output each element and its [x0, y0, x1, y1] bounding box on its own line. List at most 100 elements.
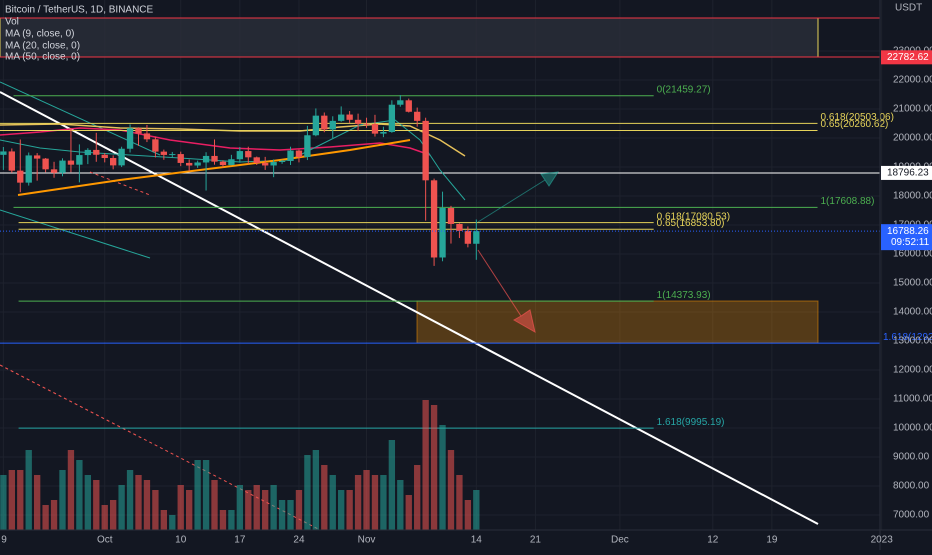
- volume-bar: [169, 515, 176, 530]
- candle-body: [84, 149, 91, 156]
- indicator: MA (50, close, 0): [5, 52, 80, 63]
- volume-bar: [304, 455, 311, 530]
- candle-body: [456, 223, 463, 231]
- candle-body: [236, 151, 244, 160]
- candle-body: [33, 155, 41, 159]
- volume-bar: [312, 450, 320, 530]
- candle-body: [202, 155, 210, 163]
- volume-bar: [84, 475, 91, 530]
- volume-bar: [397, 480, 404, 530]
- grid: [0, 0, 883, 530]
- candle-body: [380, 132, 387, 134]
- volume-bar: [321, 465, 328, 530]
- x-tick-label: 14: [471, 535, 483, 546]
- candle-body: [304, 135, 311, 158]
- x-tick-label: 2023: [871, 535, 894, 546]
- candle-body: [371, 124, 379, 134]
- candle-body: [270, 162, 277, 166]
- volume-bar: [17, 470, 24, 530]
- volume-bar: [346, 490, 353, 530]
- candle-body: [135, 128, 142, 134]
- volume-bar: [473, 490, 480, 530]
- candle-body: [439, 208, 446, 258]
- candle-body: [25, 155, 32, 183]
- fib-label: 1(17608.88): [821, 196, 875, 207]
- candle-body: [17, 170, 24, 183]
- indicator: Vol: [5, 17, 19, 28]
- volume-bar: [380, 475, 387, 530]
- candle-body: [405, 100, 412, 112]
- fib-label: 1(14373.93): [657, 290, 711, 301]
- candle-body: [363, 123, 370, 125]
- arrow: [477, 171, 559, 223]
- trend-line: [0, 81, 161, 156]
- x-tick-label: 21: [530, 535, 542, 546]
- x-tick-label: Oct: [97, 535, 113, 546]
- candle-body: [321, 115, 328, 130]
- volume-bar: [430, 405, 438, 530]
- candle-body: [262, 162, 269, 166]
- fib-label: 0.618(17080.53): [657, 211, 730, 222]
- candle-body: [143, 133, 151, 140]
- volume-bar: [42, 505, 49, 530]
- candle-body: [194, 162, 201, 166]
- y-tick-label: 21000.00: [893, 104, 932, 115]
- indicator: MA (9, close, 0): [5, 29, 74, 40]
- volume-bar: [126, 470, 134, 530]
- y-tick-label: 16000.00: [893, 249, 932, 260]
- fib-label: 0.65(20260.62): [821, 119, 889, 130]
- indicator: MA (20, close, 0): [5, 41, 80, 52]
- volume-bar: [67, 450, 75, 530]
- candle-body: [211, 155, 218, 162]
- y-tick-label: 15000.00: [893, 278, 932, 289]
- candle-body: [67, 160, 75, 165]
- volume-bar: [25, 450, 32, 530]
- candle-body: [118, 148, 125, 166]
- target-zone: [416, 300, 819, 344]
- volume-bar: [236, 485, 244, 530]
- volume-bar: [33, 475, 41, 530]
- candle-body: [422, 120, 429, 181]
- volume-bar: [59, 470, 66, 530]
- y-tick-label: 13000.00: [893, 336, 932, 347]
- volume-bar: [270, 485, 277, 530]
- candle-body: [278, 160, 286, 163]
- volume-bar: [110, 500, 117, 530]
- volume-bar: [388, 440, 396, 530]
- candle-body: [186, 162, 193, 166]
- price-tag: [881, 224, 932, 251]
- y-tick-label: 22000.00: [893, 75, 932, 86]
- volume-bar: [219, 510, 227, 530]
- candle-body: [110, 158, 117, 166]
- volume-bar: [228, 510, 235, 530]
- candle-body: [397, 100, 404, 105]
- candle-body: [0, 151, 7, 155]
- price-tag: [881, 165, 932, 180]
- volume-bar: [262, 490, 269, 530]
- channel-line: [17, 139, 411, 196]
- x-tick-label: 19: [766, 535, 778, 546]
- volume-bar: [447, 450, 455, 530]
- x-tick-label: Dec: [611, 535, 629, 546]
- volume-bar: [287, 500, 294, 530]
- candle-body: [101, 154, 108, 159]
- y-tick-label: 7000.00: [893, 510, 930, 521]
- y-tick-label: 18000.00: [893, 191, 932, 202]
- plot: 0(21459.27) 0.618(20503.06)0.65(20260.62)…: [0, 84, 932, 530]
- candle-body: [126, 128, 134, 149]
- volume-bar: [50, 500, 58, 530]
- candle-body: [312, 115, 320, 136]
- x-tick-label: Nov: [358, 535, 376, 546]
- fib-label: 0.618(20503.06): [821, 112, 894, 123]
- volume-bar: [0, 475, 7, 530]
- candle-body: [228, 159, 235, 166]
- candle-body: [245, 151, 252, 158]
- volume-bar: [101, 505, 108, 530]
- y-tick-label: 8000.00: [893, 481, 930, 492]
- y-tick-label: 11000.00: [893, 394, 932, 405]
- candle-body: [50, 169, 58, 173]
- y-tick-label: 10000.00: [893, 423, 932, 434]
- candle-body: [42, 158, 49, 170]
